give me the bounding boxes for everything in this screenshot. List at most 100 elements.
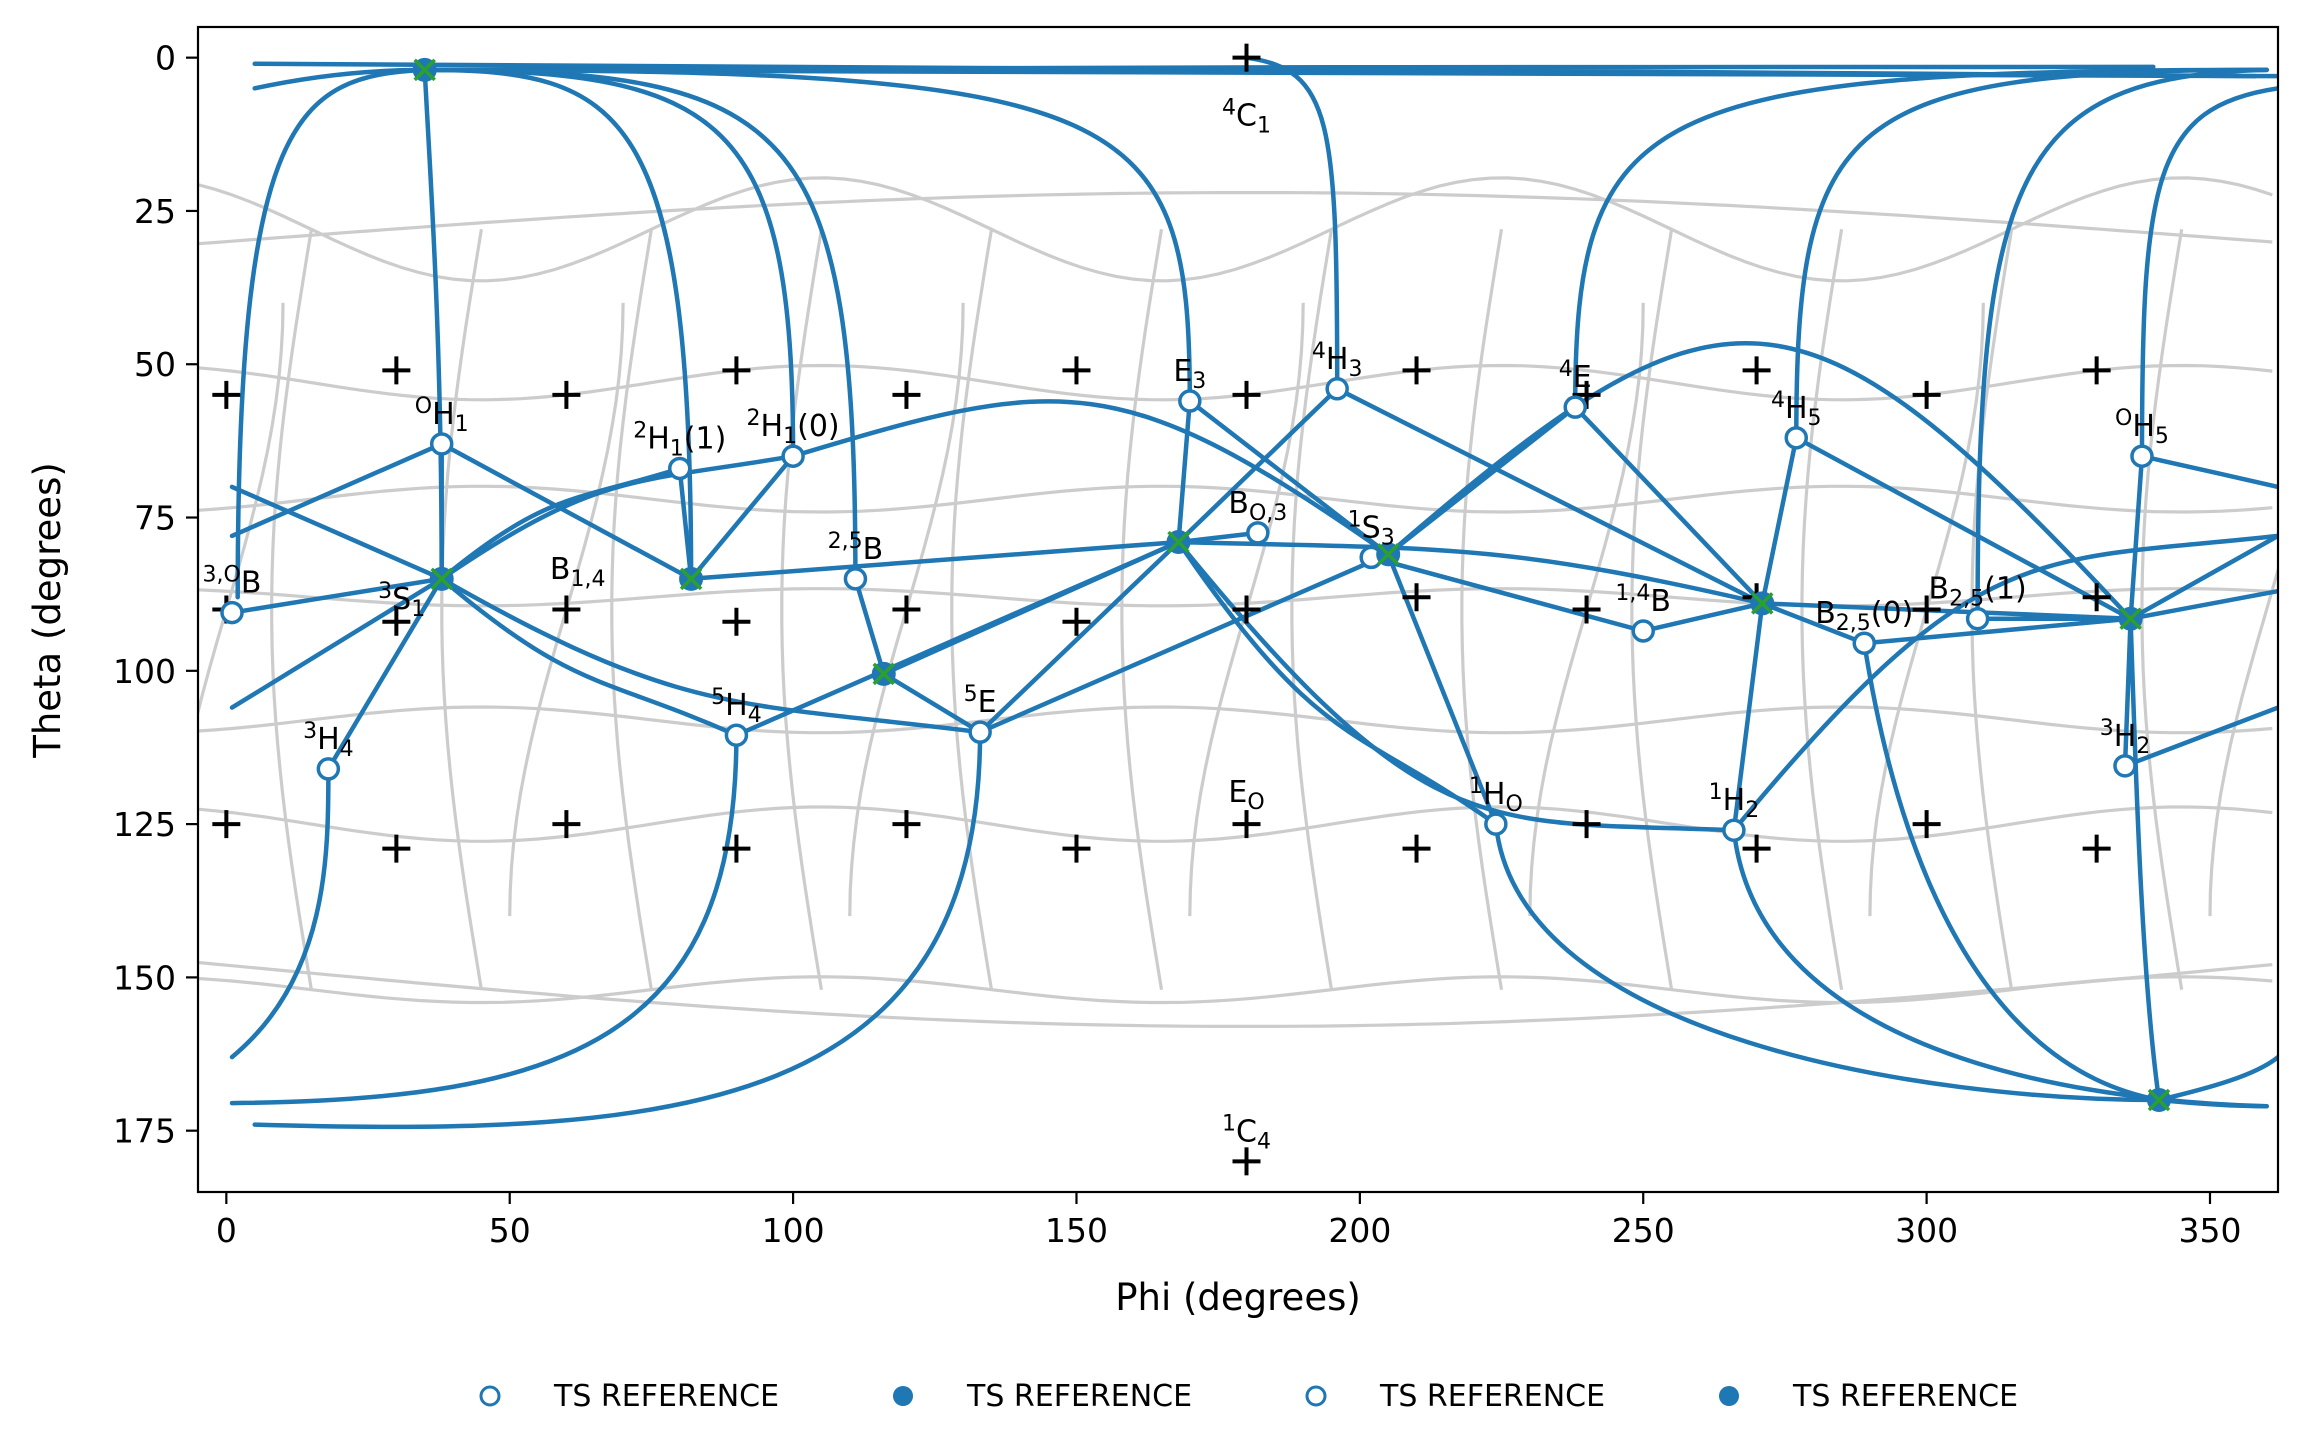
data-points bbox=[220, 57, 2171, 1113]
minimum-point bbox=[1166, 530, 1191, 555]
pathway-line bbox=[2156, 1054, 2278, 1103]
ts-point bbox=[1631, 619, 1655, 643]
pathway-line bbox=[229, 441, 444, 539]
legend: TS REFERENCE TS REFERENCE TS REFERENCE TS R… bbox=[479, 1379, 2018, 1414]
pathway-line bbox=[1244, 55, 1340, 392]
reference-plus-marker bbox=[722, 607, 751, 636]
pathway-line bbox=[977, 539, 1181, 735]
reference-plus-marker bbox=[1062, 834, 1091, 863]
legend-entry: TS REFERENCE bbox=[1719, 1379, 2018, 1414]
reference-plus-marker bbox=[1232, 810, 1261, 839]
minimum-point bbox=[679, 566, 704, 591]
pathway-line bbox=[1187, 398, 1391, 557]
bg-meridian bbox=[1460, 229, 1504, 990]
x-tick-label: 300 bbox=[1895, 1211, 1958, 1250]
ts-point-label: 2H1(1) bbox=[633, 418, 726, 461]
ts-point bbox=[968, 720, 992, 744]
y-tick-label: 100 bbox=[113, 652, 176, 691]
reference-plus-marker bbox=[892, 810, 921, 839]
ts-point-label: 5H4 bbox=[711, 685, 762, 728]
bg-meridian bbox=[610, 229, 653, 990]
reference-plus-marker bbox=[552, 810, 581, 839]
minimum-point-label: 3S1 bbox=[378, 579, 425, 622]
ts-point bbox=[1965, 606, 1990, 631]
reference-plus-marker bbox=[2082, 583, 2111, 612]
ts-point bbox=[1325, 377, 1349, 401]
y-tick-label: 125 bbox=[113, 805, 176, 844]
reference-plus-marker bbox=[212, 810, 241, 839]
ts-point-label: 1H2 bbox=[1709, 780, 1760, 823]
point-labels: 4C1 1C4 EO 3,OB OH1 2H1(1) 2H1(0) 2,5B 3H4 5H4 5E E… bbox=[203, 96, 2169, 1155]
reference-plus-marker bbox=[1742, 356, 1771, 385]
pathway-line bbox=[2128, 533, 2278, 621]
minimum-point bbox=[2118, 606, 2143, 631]
ts-point-label: 3H2 bbox=[2100, 716, 2151, 759]
bg-meridian bbox=[1120, 229, 1164, 990]
pathway-line bbox=[2128, 453, 2145, 621]
reference-point-label: 1C4 bbox=[1222, 1111, 1271, 1154]
annotation-label: B1,4 bbox=[550, 552, 606, 592]
pathway-line bbox=[1760, 435, 1799, 606]
bg-meridian bbox=[440, 229, 483, 990]
pathway-line bbox=[790, 399, 1391, 557]
pathway-line bbox=[2139, 453, 2278, 490]
ts-point-label: 3H4 bbox=[303, 719, 354, 762]
pathway-line bbox=[1975, 67, 2269, 621]
bg-meridian bbox=[780, 229, 823, 990]
x-tick-label: 200 bbox=[1328, 1211, 1391, 1250]
ts-point bbox=[843, 567, 868, 591]
pathway-line bbox=[977, 552, 1391, 735]
ts-point-label: B2,5(0) bbox=[1815, 596, 1913, 636]
pathway-line bbox=[1176, 539, 1737, 833]
reference-plus-marker bbox=[1402, 834, 1431, 863]
pathway-line bbox=[1385, 341, 2133, 621]
pathway-line bbox=[229, 732, 739, 1106]
pathway-line bbox=[439, 576, 739, 738]
pathway-line bbox=[1176, 539, 1765, 606]
minimum-point bbox=[1750, 591, 1775, 616]
legend-marker bbox=[479, 1385, 501, 1407]
ts-point bbox=[220, 600, 244, 625]
pathway-line bbox=[1794, 67, 2269, 441]
ts-point bbox=[1246, 521, 1270, 545]
bg-ring bbox=[198, 975, 2273, 1005]
bg-meridian bbox=[950, 229, 994, 990]
ts-point bbox=[316, 757, 341, 781]
reference-plus-marker bbox=[552, 595, 581, 624]
y-tick-label: 0 bbox=[155, 39, 176, 78]
bg-ring bbox=[198, 176, 2273, 283]
reference-plus-marker bbox=[1062, 607, 1091, 636]
reference-point-label: EO bbox=[1228, 775, 1264, 815]
reference-plus-marker bbox=[382, 607, 411, 636]
reference-plus-marker bbox=[212, 380, 241, 409]
pathway-line bbox=[422, 67, 1193, 404]
reference-plus-marker bbox=[722, 356, 751, 385]
legend-marker bbox=[893, 1386, 913, 1406]
x-tick-label: 100 bbox=[762, 1211, 825, 1250]
reference-plus-marker bbox=[1232, 43, 1261, 72]
ts-point bbox=[1852, 631, 1877, 655]
bg-meridian bbox=[2140, 229, 2184, 990]
legend-label: TS REFERENCE bbox=[553, 1379, 779, 1414]
ts-point-label: 4H5 bbox=[1771, 388, 1822, 431]
bg-meridian bbox=[1630, 229, 1674, 990]
ts-point-label: 1,4B bbox=[1615, 581, 1671, 619]
ts-point bbox=[781, 444, 805, 468]
x-tick-label: 150 bbox=[1045, 1211, 1108, 1250]
legend-entry: TS REFERENCE bbox=[893, 1379, 1192, 1414]
ts-point bbox=[2113, 754, 2137, 778]
reference-plus-marker bbox=[1402, 583, 1431, 612]
ts-point bbox=[1484, 812, 1508, 836]
plot-area-frame bbox=[196, 25, 2280, 1194]
bg-ring bbox=[198, 191, 2273, 246]
legend-label: TS REFERENCE bbox=[1792, 1379, 2018, 1414]
pathway-line bbox=[439, 576, 983, 735]
ts-point-label: BO,3 bbox=[1228, 486, 1287, 526]
reference-plus-marker bbox=[1912, 380, 1941, 409]
ts-point bbox=[667, 456, 692, 481]
pathway-line bbox=[2128, 588, 2278, 621]
x-tick-label: 350 bbox=[2178, 1211, 2241, 1250]
pathway-line bbox=[229, 576, 444, 615]
pathway-line bbox=[2122, 705, 2278, 769]
minimum-point bbox=[1376, 542, 1401, 567]
